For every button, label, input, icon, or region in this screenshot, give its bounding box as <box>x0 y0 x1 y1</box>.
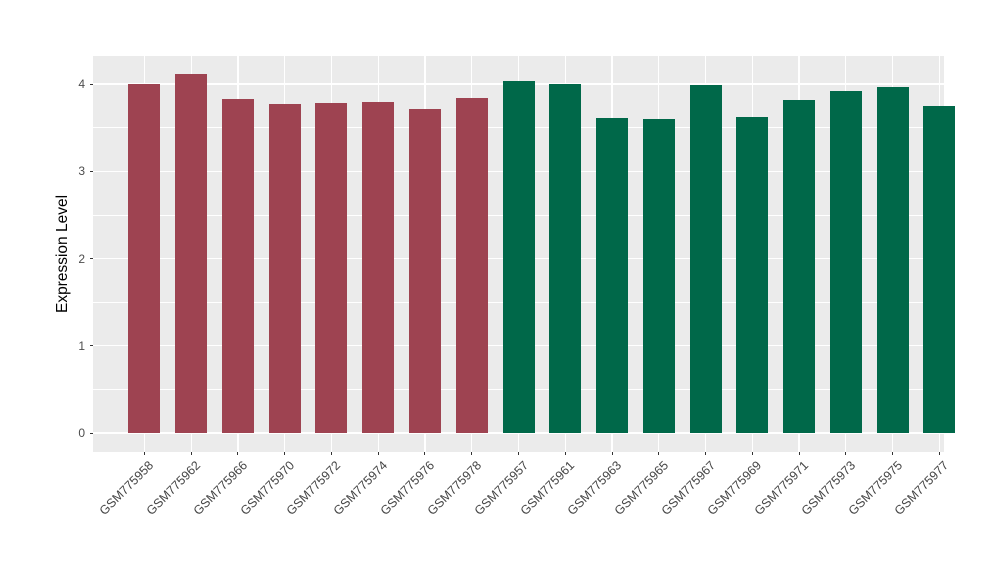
bar-GSM775970 <box>268 104 301 433</box>
y-tick <box>90 258 93 259</box>
bar-GSM775965 <box>642 118 675 433</box>
bar-GSM775961 <box>549 84 582 433</box>
bar-GSM775967 <box>689 84 722 433</box>
bar-GSM775963 <box>596 118 629 433</box>
bar-GSM775974 <box>362 102 395 433</box>
x-tick <box>377 452 379 455</box>
bar-GSM775971 <box>783 99 816 433</box>
x-tick <box>424 452 426 455</box>
x-tick <box>705 452 707 455</box>
x-tick <box>143 452 145 455</box>
y-tick-label: 4 <box>78 77 85 91</box>
x-tick <box>798 452 800 455</box>
bar-GSM775973 <box>829 90 862 433</box>
bar-GSM775962 <box>175 74 208 433</box>
bar-GSM775976 <box>408 109 441 433</box>
y-tick-label: 2 <box>78 251 85 266</box>
y-tick-label: 0 <box>78 426 85 440</box>
bar-GSM775977 <box>923 105 956 433</box>
bar-GSM775957 <box>502 81 535 433</box>
bar-GSM775969 <box>736 117 769 433</box>
x-tick <box>237 452 239 455</box>
y-tick-label: 1 <box>78 338 85 353</box>
plot-panel <box>93 56 956 452</box>
x-tick <box>190 452 192 455</box>
x-tick <box>518 452 519 455</box>
y-tick <box>90 83 93 85</box>
x-tick <box>845 452 847 455</box>
bar-GSM775975 <box>876 87 909 433</box>
y-tick-label: 3 <box>78 164 85 179</box>
gridline-horizontal-major <box>93 432 944 434</box>
bar-GSM775972 <box>315 103 348 433</box>
y-tick <box>90 170 93 172</box>
x-tick <box>751 452 753 455</box>
x-tick <box>471 452 473 455</box>
x-tick <box>938 452 940 455</box>
bar-GSM775958 <box>128 84 161 433</box>
x-tick <box>658 452 660 455</box>
x-tick <box>330 452 332 455</box>
bar-GSM775966 <box>221 98 254 433</box>
y-tick <box>90 432 93 434</box>
x-tick <box>284 452 286 455</box>
x-tick <box>564 452 566 455</box>
x-tick <box>892 452 894 455</box>
y-tick <box>90 345 93 347</box>
x-tick <box>611 452 613 455</box>
bar-GSM775978 <box>455 97 488 433</box>
